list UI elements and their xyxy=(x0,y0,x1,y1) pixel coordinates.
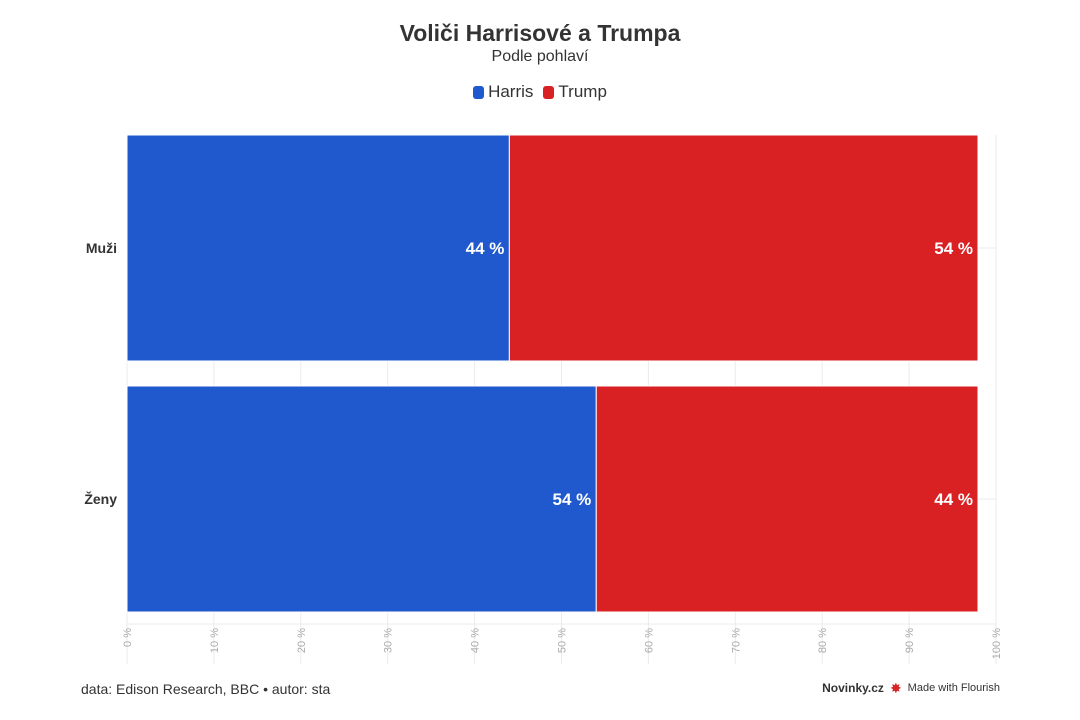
brand-name[interactable]: Novinky.cz xyxy=(822,681,884,695)
x-tick-label: 50 % xyxy=(557,628,569,653)
x-tick-label: 0 % xyxy=(122,628,134,647)
flourish-burst-icon: ✸ xyxy=(889,680,902,696)
chart-subtitle: Podle pohlaví xyxy=(491,48,589,65)
legend-item-trump[interactable]: Trump xyxy=(543,82,607,102)
source-credit: data: Edison Research, BBC • autor: sta xyxy=(81,681,331,697)
x-tick-label: 30 % xyxy=(383,628,395,653)
category-label: Muži xyxy=(86,240,117,256)
x-tick-label: 70 % xyxy=(730,628,742,653)
legend-item-harris[interactable]: Harris xyxy=(473,82,533,102)
legend: Harris Trump xyxy=(0,82,1080,102)
x-tick-label: 20 % xyxy=(296,628,308,653)
bar-segment-trump xyxy=(508,134,979,362)
legend-swatch-trump xyxy=(543,85,555,99)
x-tick-label: 90 % xyxy=(904,628,916,653)
footer-brand: Novinky.cz ✸ Made with Flourish xyxy=(822,681,1000,695)
x-tick-label: 80 % xyxy=(817,628,829,653)
legend-swatch-harris xyxy=(473,85,485,99)
made-with-flourish-link[interactable]: Made with Flourish xyxy=(907,682,1000,694)
bar-segment-harris xyxy=(126,385,597,613)
bar-segment-harris xyxy=(126,134,510,362)
data-label: 54 % xyxy=(553,490,592,509)
data-label: 44 % xyxy=(934,490,973,509)
legend-label-harris: Harris xyxy=(488,82,534,101)
data-label: 54 % xyxy=(934,239,973,258)
chart-title: Voliči Harrisové a Trumpa xyxy=(399,20,681,46)
x-tick-label: 60 % xyxy=(643,628,655,653)
legend-label-trump: Trump xyxy=(558,82,607,101)
category-label: Ženy xyxy=(84,490,117,507)
x-tick-label: 100 % xyxy=(991,628,1003,659)
x-tick-label: 10 % xyxy=(209,628,221,653)
data-label: 44 % xyxy=(466,239,505,258)
bar-segment-trump xyxy=(595,385,979,613)
x-tick-label: 40 % xyxy=(470,628,482,653)
